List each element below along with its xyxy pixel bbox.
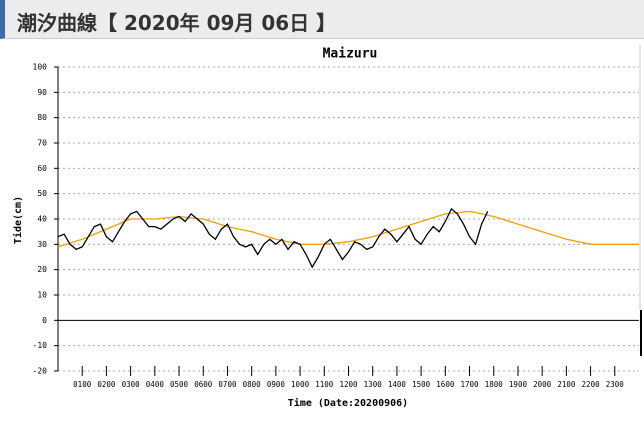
page-title: 潮汐曲線【 2020年 09月 06日 】 [17, 11, 337, 35]
y-axis-label: Tide(cm) [12, 196, 24, 244]
y-tick-label: -20 [33, 367, 48, 376]
x-tick-label: 1700 [461, 380, 480, 389]
x-axis-label: Time (Date:20200906) [288, 397, 408, 409]
x-tick-label: 1100 [315, 380, 334, 389]
series-line [57, 207, 489, 269]
x-tick-label: 0500 [170, 380, 189, 389]
x-tick-label: 0200 [97, 380, 116, 389]
y-tick-label: 100 [33, 63, 48, 72]
y-tick-label: 60 [37, 164, 47, 173]
y-tick-label: 30 [37, 240, 47, 249]
y-tick-label: 50 [37, 189, 47, 198]
x-tick-label: 2200 [582, 380, 601, 389]
x-tick-label: 1600 [436, 380, 455, 389]
series-line [57, 210, 639, 248]
y-tick-label: 10 [37, 291, 47, 300]
x-tick-label: 1500 [412, 380, 431, 389]
header: 潮汐曲線【 2020年 09月 06日 】 [0, 0, 644, 39]
y-tick-label: 80 [37, 113, 47, 122]
y-tick-label: 40 [37, 215, 47, 224]
x-tick-label: 0100 [73, 380, 92, 389]
x-tick-label: 1900 [509, 380, 528, 389]
x-tick-label: 0700 [218, 380, 237, 389]
x-tick-label: 0400 [146, 380, 165, 389]
y-tick-label: 90 [37, 88, 47, 97]
y-tick-label: 70 [37, 139, 47, 148]
x-tick-label: 0900 [267, 380, 286, 389]
x-tick-label: 1200 [339, 380, 358, 389]
x-tick-label: 1800 [485, 380, 504, 389]
y-tick-label: 20 [37, 265, 47, 274]
x-tick-label: 1000 [291, 380, 310, 389]
x-tick-label: 1300 [364, 380, 383, 389]
x-tick-label: 0800 [243, 380, 262, 389]
chart-title: Maizuru [323, 47, 378, 62]
y-tick-label: -10 [33, 341, 48, 350]
x-tick-label: 2300 [606, 380, 625, 389]
y-tick-label: 0 [42, 316, 47, 325]
x-tick-label: 0300 [122, 380, 141, 389]
x-tick-label: 2100 [557, 380, 576, 389]
x-tick-label: 2000 [533, 380, 552, 389]
x-tick-label: 0600 [194, 380, 213, 389]
x-tick-label: 1400 [388, 380, 407, 389]
